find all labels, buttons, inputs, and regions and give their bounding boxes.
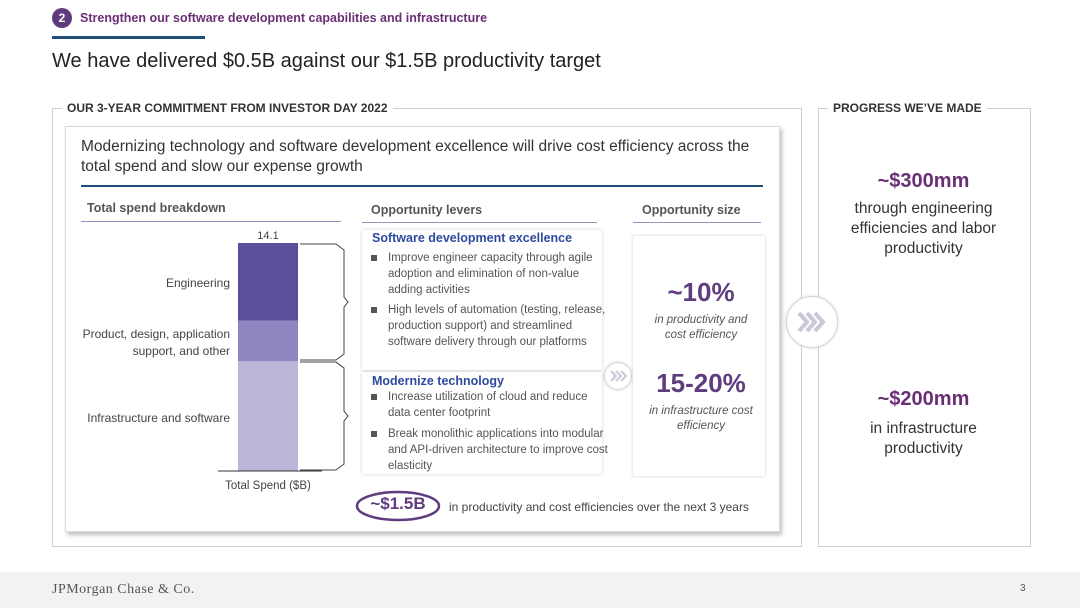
company-logo: JPMorgan Chase & Co.	[52, 582, 195, 597]
card-title: Modernizing technology and software deve…	[81, 138, 750, 175]
opportunity-size-note: in productivity and cost efficiency	[654, 314, 748, 341]
segment-label-product: Product, design, application support, an…	[82, 327, 230, 358]
card-title-rule	[81, 185, 763, 187]
bar-segment-0	[238, 361, 298, 471]
opportunity-size-value: 15-20%	[656, 368, 746, 398]
col-head-size: Opportunity size	[642, 203, 741, 217]
lever-bullet: Increase utilization of cloud and reduce…	[371, 389, 588, 421]
commitment-text: in productivity and cost efficiencies ov…	[449, 500, 749, 514]
page-headline: We have delivered $0.5B against our $1.5…	[52, 50, 601, 72]
footer-bar	[0, 572, 1080, 608]
lever-title-modernize: Modernize technology	[372, 374, 504, 388]
lever-title-software: Software development excellence	[372, 231, 573, 245]
col-rule-breakdown	[81, 221, 341, 222]
lever-box-modernize	[362, 372, 602, 474]
bar-segment-1	[238, 320, 298, 362]
total-label: 14.1	[257, 230, 278, 242]
commitment-frame-label: OUR 3-YEAR COMMITMENT FROM INVESTOR DAY …	[62, 101, 393, 115]
lever-bullet: High levels of automation (testing, rele…	[371, 302, 614, 350]
bar-segment-2	[238, 243, 298, 321]
chevron-right-icon	[604, 362, 632, 390]
progress-frame-label: PROGRESS WE’VE MADE	[828, 101, 987, 115]
progress-value: ~$200mm	[877, 388, 970, 410]
bracket-0	[300, 243, 349, 361]
commitment-value: ~$1.5B	[370, 494, 426, 513]
lever-box-software	[362, 230, 602, 370]
chevron-right-icon	[786, 296, 838, 348]
progress-value: ~$300mm	[877, 170, 970, 192]
title-underline	[52, 36, 205, 39]
opportunity-size-note: in infrastructure cost efficiency	[649, 405, 753, 432]
segment-label-engineering: Engineering	[165, 276, 230, 290]
col-rule-size	[633, 222, 761, 223]
section-title: Strengthen our software development capa…	[80, 11, 488, 25]
progress-text: in infrastructure productivity	[870, 420, 977, 457]
col-rule-levers	[362, 222, 597, 223]
col-head-breakdown: Total spend breakdown	[87, 201, 226, 215]
lever-bullet: Break monolithic applications into modul…	[371, 426, 614, 474]
progress-text: through engineering efficiencies and lab…	[850, 200, 997, 257]
section-number-badge: 2	[52, 8, 72, 28]
page-number: 3	[1020, 583, 1026, 594]
opportunity-size-value: ~10%	[667, 277, 735, 307]
lever-bullet: Improve engineer capacity through agile …	[371, 250, 614, 298]
opportunity-size-box	[633, 236, 765, 476]
bracket-1	[300, 361, 349, 471]
segment-label-infrastructure: Infrastructure and software	[87, 411, 230, 425]
col-head-levers: Opportunity levers	[371, 203, 483, 217]
commitment-oval	[355, 490, 441, 522]
x-axis-label: Total Spend ($B)	[225, 480, 311, 492]
total-spend-chart: 14.1 Total Spend ($B)	[218, 230, 349, 492]
